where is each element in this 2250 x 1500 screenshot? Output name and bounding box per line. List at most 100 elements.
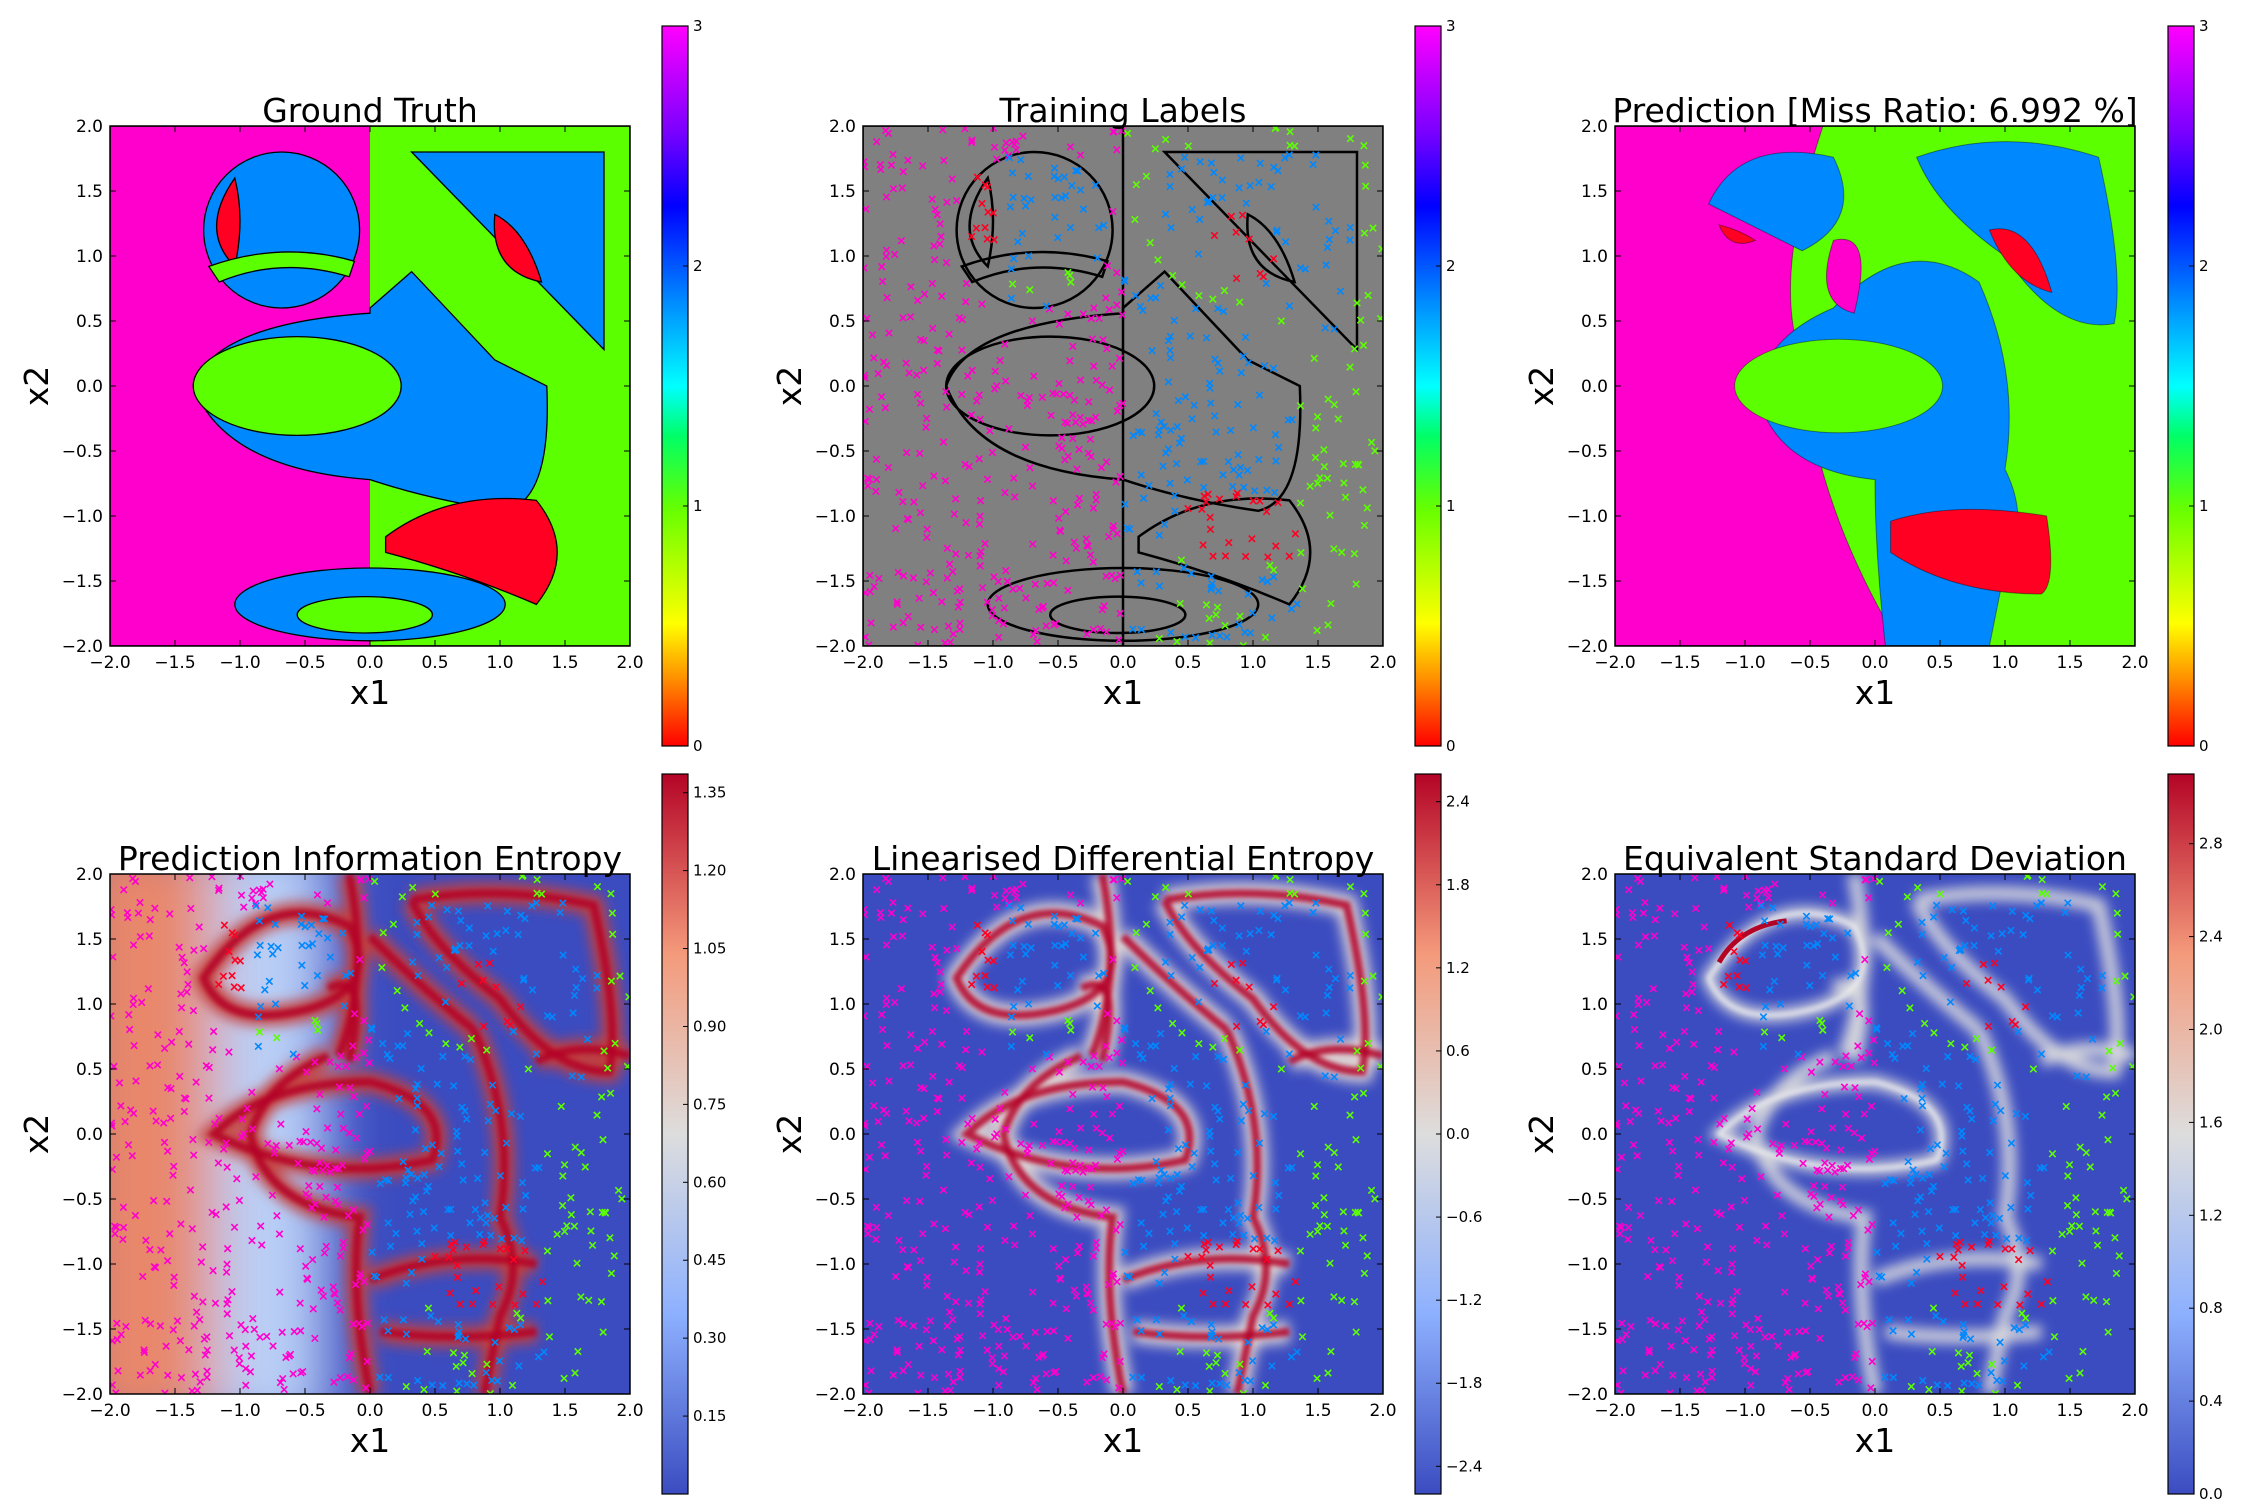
training-point <box>920 336 928 345</box>
training-point <box>1060 921 1069 929</box>
training-point <box>1363 1252 1372 1260</box>
panel-title: Linearised Differential Entropy <box>872 839 1375 878</box>
region-red-wedge <box>1988 228 2053 294</box>
training-point <box>2068 1222 2076 1230</box>
training-point <box>1356 1064 1365 1072</box>
training-point <box>121 1117 129 1126</box>
training-point <box>255 1028 264 1036</box>
xtick-label: 1.5 <box>1304 653 1331 673</box>
training-point <box>1224 457 1233 466</box>
training-point <box>1166 930 1174 939</box>
training-point <box>1615 1122 1621 1130</box>
training-point <box>1813 940 1822 948</box>
training-point <box>1617 1389 1625 1394</box>
training-point <box>920 1084 928 1093</box>
training-point <box>1137 1373 1146 1382</box>
training-point <box>1199 541 1207 549</box>
training-point <box>330 1289 338 1298</box>
training-point <box>1262 507 1271 516</box>
training-point <box>1105 305 1114 314</box>
training-point <box>1761 941 1769 950</box>
training-point <box>1164 445 1173 453</box>
training-point <box>151 904 159 912</box>
training-point <box>1120 1023 1129 1032</box>
training-point <box>1223 1381 1231 1389</box>
training-point <box>1202 334 1211 342</box>
training-point <box>1287 1353 1296 1361</box>
training-point <box>1058 444 1066 453</box>
training-point <box>1269 364 1278 373</box>
training-point <box>1781 1288 1789 1296</box>
training-point <box>322 1242 331 1251</box>
training-point <box>1237 154 1245 162</box>
training-point <box>1929 913 1938 921</box>
training-point <box>1360 521 1369 530</box>
training-point <box>424 1304 433 1312</box>
training-point <box>110 911 116 919</box>
training-point <box>334 1164 343 1173</box>
training-point <box>867 1367 875 1375</box>
training-point <box>902 359 910 367</box>
training-point <box>2021 911 2030 920</box>
training-point <box>1297 1296 1305 1305</box>
training-point <box>153 1061 162 1069</box>
training-point <box>1030 372 1038 380</box>
heatmap-bg <box>1615 874 2135 1394</box>
training-point <box>177 1373 186 1382</box>
training-point <box>875 1322 883 1331</box>
training-point <box>169 1162 178 1171</box>
training-point <box>1102 1042 1110 1050</box>
training-point <box>1061 192 1070 200</box>
training-point <box>461 1335 470 1343</box>
training-point <box>1066 391 1074 400</box>
training-point <box>338 929 347 937</box>
training-point <box>1207 572 1216 581</box>
training-point <box>1164 1193 1173 1201</box>
training-point <box>1033 1385 1041 1394</box>
training-point <box>163 1371 172 1380</box>
xtick-label: −1.5 <box>907 653 948 673</box>
training-point <box>1137 1176 1146 1185</box>
ytick-label: 0.5 <box>76 312 103 332</box>
training-point <box>1998 929 2006 938</box>
training-point <box>1301 265 1310 273</box>
colorbar-label: 0.15 <box>693 1407 726 1425</box>
training-point <box>943 574 951 582</box>
training-point <box>978 300 986 308</box>
training-point <box>392 1229 400 1238</box>
training-point <box>1816 1200 1824 1209</box>
training-point <box>991 367 999 375</box>
training-point <box>1682 1373 1691 1382</box>
training-point <box>1255 455 1263 464</box>
colorbar-label: 2.4 <box>1446 793 1470 811</box>
training-point <box>1219 1055 1228 1064</box>
training-point <box>2123 1195 2131 1203</box>
training-point <box>418 1239 426 1248</box>
ytick-label: −1.0 <box>815 507 856 527</box>
training-point <box>1049 496 1058 505</box>
region-red-circle-left <box>968 175 995 269</box>
training-point <box>208 1208 216 1217</box>
training-point <box>1618 1335 1627 1344</box>
training-point <box>916 399 925 407</box>
training-point <box>904 612 913 621</box>
training-point <box>2074 1009 2082 1017</box>
training-point <box>1073 1249 1082 1257</box>
training-point <box>413 1376 422 1385</box>
training-point <box>553 1230 561 1238</box>
plot-area <box>1615 126 2135 646</box>
training-point <box>1068 929 1076 938</box>
training-point <box>516 911 525 920</box>
training-point <box>1271 430 1280 439</box>
training-point <box>2049 1296 2057 1305</box>
training-point <box>1306 1230 1314 1238</box>
training-point <box>1674 1162 1683 1171</box>
training-point <box>447 1240 455 1248</box>
training-point <box>1216 632 1224 640</box>
training-point <box>1001 146 1009 154</box>
training-point <box>349 1320 357 1329</box>
training-point <box>1133 567 1141 576</box>
training-point <box>1361 930 1370 939</box>
training-point <box>1769 904 1777 912</box>
training-point <box>1199 1205 1208 1214</box>
